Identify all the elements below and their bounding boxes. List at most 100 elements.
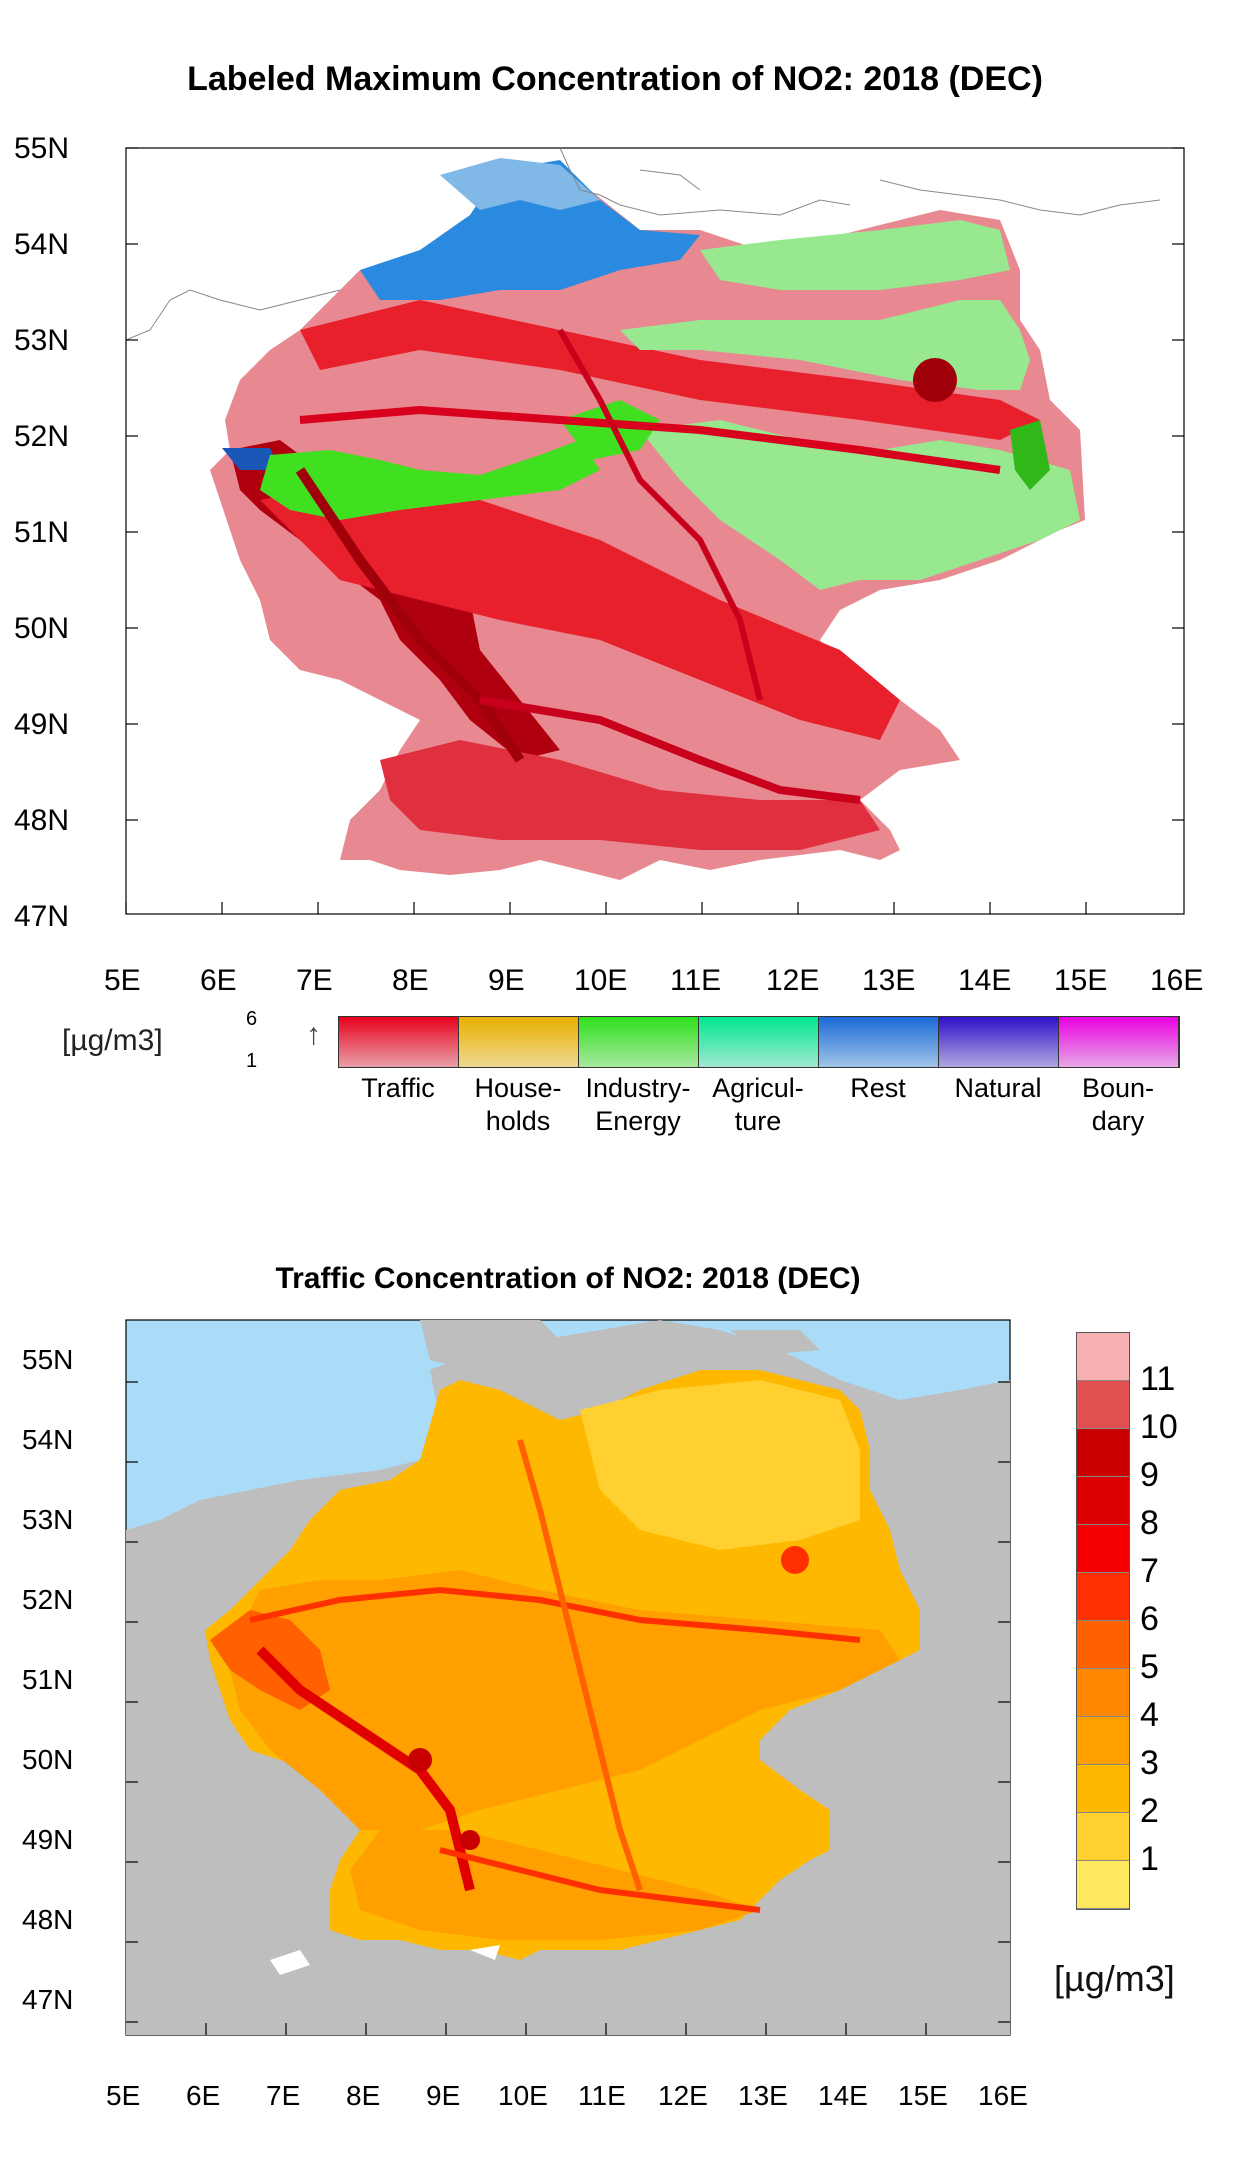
hotspot-stuttgart xyxy=(460,1830,480,1850)
coastline-baltic xyxy=(879,179,1161,216)
map1-lon-label: 6E xyxy=(200,964,237,997)
corridor-south xyxy=(439,1847,761,1913)
map1-lat-label: 54N xyxy=(14,228,70,261)
land-islands xyxy=(600,1325,820,1360)
map2-lat-label: 47N xyxy=(22,1984,74,2015)
map1-legend-min: 1 xyxy=(246,1050,258,1072)
map2-lon-label: 14E xyxy=(818,2080,868,2111)
conc-3-region xyxy=(230,1570,900,1830)
corridor-east-west xyxy=(249,1586,861,1643)
map1-legend-bar xyxy=(338,1016,1180,1068)
map1-lon-label: 14E xyxy=(958,964,1012,997)
rest-coast-region xyxy=(360,160,700,300)
legend-swatch xyxy=(1059,1017,1179,1067)
map2-lat-label: 51N xyxy=(22,1664,74,1695)
legend-label: Industry- Energy xyxy=(585,1073,691,1136)
colorbar-label: 6 xyxy=(1140,1600,1159,1638)
legend-swatch xyxy=(339,1017,459,1067)
map1-legend-labels: Traffic House-holds Industry- Energy Agricul… xyxy=(338,1066,1178,1146)
map2-lon-label: 13E xyxy=(738,2080,788,2111)
colorbar-label: 1 xyxy=(1140,1840,1159,1878)
legend-label: Agricul-ture xyxy=(712,1073,804,1136)
colorbar-swatch xyxy=(1077,1573,1129,1621)
map1-lon-label: 8E xyxy=(392,964,429,997)
lake-south xyxy=(470,1945,500,1960)
traffic-red-south xyxy=(380,740,880,850)
colorbar-swatch xyxy=(1077,1861,1129,1909)
colorbar-swatch xyxy=(1077,1333,1129,1381)
map1-lon-label: 7E xyxy=(296,964,333,997)
colorbar-label: 5 xyxy=(1140,1648,1159,1686)
legend-label: Rest xyxy=(850,1073,906,1103)
map1-lat-label: 53N xyxy=(14,324,70,357)
map1-lon-label: 12E xyxy=(766,964,820,997)
map2-lon-label: 11E xyxy=(578,2080,626,2111)
industry-far-east xyxy=(1010,420,1050,490)
map1-lon-label: 13E xyxy=(862,964,916,997)
industry-ruhr-region xyxy=(260,440,600,520)
map1-lat-label: 49N xyxy=(14,708,70,741)
colorbar-swatch xyxy=(1077,1717,1129,1765)
map1-lat-label: 47N xyxy=(14,900,70,933)
map1-lat-label: 48N xyxy=(14,804,70,837)
colorbar-swatch xyxy=(1077,1621,1129,1669)
industry-bright-region xyxy=(560,400,660,460)
map1-lat-label: 55N xyxy=(14,132,70,165)
legend-label: Traffic xyxy=(361,1073,435,1103)
colorbar-label: 11 xyxy=(1140,1360,1176,1398)
map2-lat-label: 49N xyxy=(22,1824,74,1855)
hotspot-frankfurt xyxy=(408,1748,432,1772)
up-arrow-icon: ↑ xyxy=(306,1018,321,1051)
map2-lon-label: 16E xyxy=(978,2080,1028,2111)
map2-lat-label: 54N xyxy=(22,1424,74,1455)
colorbar-label: 9 xyxy=(1140,1456,1159,1494)
map2-lat-label: 50N xyxy=(22,1744,74,1775)
colorbar-swatch xyxy=(1077,1525,1129,1573)
colorbar-label: 10 xyxy=(1140,1408,1178,1446)
map1-lon-label: 5E xyxy=(104,964,141,997)
map1-lon-label: 15E xyxy=(1054,964,1108,997)
hotspot-berlin-map2 xyxy=(781,1546,809,1574)
colorbar-swatch xyxy=(1077,1381,1129,1429)
map2-colorbar xyxy=(1076,1332,1130,1910)
map2-lon-label: 10E xyxy=(498,2080,548,2111)
traffic-corridor-north xyxy=(557,328,763,701)
colorbar-swatch xyxy=(1077,1813,1129,1861)
map1-ticks xyxy=(125,147,1184,914)
map2-lat-label: 53N xyxy=(22,1504,74,1535)
map2-lon-label: 5E xyxy=(106,2080,141,2111)
legend-label: Natural xyxy=(954,1073,1042,1103)
map1-legend-unit: [µg/m3] xyxy=(62,1024,163,1057)
rest-west-region xyxy=(222,448,280,470)
lake-constance xyxy=(270,1950,310,1975)
map1-title: Labeled Maximum Concentration of NO2: 20… xyxy=(187,60,1043,98)
map2-lat-label: 52N xyxy=(22,1584,74,1615)
legend-swatch xyxy=(699,1017,819,1067)
legend-label: House-holds xyxy=(474,1073,562,1136)
map1-legend-max: 6 xyxy=(246,1008,258,1030)
traffic-corridor-main xyxy=(299,405,1001,474)
map1-lat-label: 50N xyxy=(14,612,70,645)
colorbar-label: 7 xyxy=(1140,1552,1159,1590)
rest-light-region xyxy=(440,158,600,210)
colorbar-label: 3 xyxy=(1140,1744,1159,1782)
industry-north-region xyxy=(700,220,1010,290)
map1-plot xyxy=(125,147,1185,915)
coastline-north-sea xyxy=(126,289,341,341)
map2-plot xyxy=(125,1319,1011,2036)
map2-lon-label: 9E xyxy=(426,2080,461,2111)
traffic-corridor-south xyxy=(479,696,861,804)
colorbar-swatch xyxy=(1077,1477,1129,1525)
map2-colorbar-unit: [µg/m3] xyxy=(1054,1958,1175,1999)
map2-lon-label: 15E xyxy=(898,2080,948,2111)
map2-lat-label: 48N xyxy=(22,1904,74,1935)
colorbar-label: 8 xyxy=(1140,1504,1159,1542)
legend-swatch xyxy=(819,1017,939,1067)
coastline-denmark xyxy=(559,148,851,216)
map1-lat-label: 51N xyxy=(14,516,70,549)
map1-lon-label: 10E xyxy=(574,964,628,997)
map1-lat-label: 52N xyxy=(14,420,70,453)
map2-title: Traffic Concentration of NO2: 2018 (DEC) xyxy=(275,1262,861,1295)
corridor-north-south xyxy=(517,1439,643,1891)
map2-lon-label: 6E xyxy=(186,2080,221,2111)
